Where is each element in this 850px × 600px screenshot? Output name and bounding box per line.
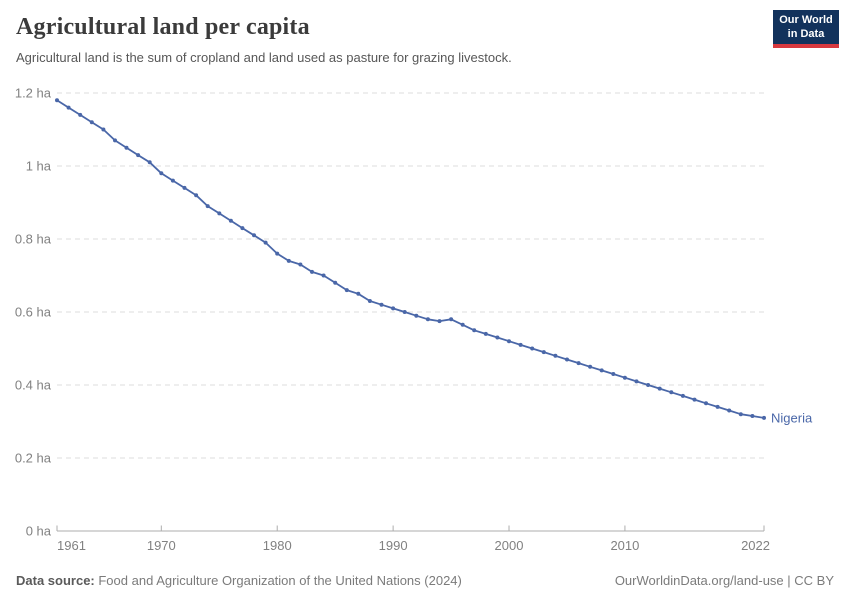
data-point <box>414 313 419 318</box>
data-point <box>425 317 430 322</box>
data-point <box>657 386 662 391</box>
y-tick-label: 1.2 ha <box>15 86 52 101</box>
data-point <box>727 408 732 413</box>
data-point <box>310 269 314 274</box>
data-point <box>286 258 291 263</box>
data-point <box>680 393 685 398</box>
y-axis-labels: 1.2 ha 1 ha 0.8 ha 0.6 ha 0.4 ha 0.2 ha 0 ha <box>15 86 52 539</box>
data-point <box>159 171 164 176</box>
data-point <box>541 350 546 355</box>
data-source-text: Food and Agriculture Organization of the… <box>94 573 462 588</box>
data-point <box>205 204 210 209</box>
chart-footer: Data source: Food and Agriculture Organi… <box>16 573 834 588</box>
data-point <box>495 335 500 340</box>
series-points <box>55 98 766 420</box>
data-point <box>252 233 256 238</box>
data-point <box>646 383 651 387</box>
data-point <box>738 412 743 417</box>
data-point <box>669 390 674 395</box>
data-point <box>89 120 94 125</box>
data-point <box>599 368 604 373</box>
page-title: Agricultural land per capita <box>16 14 310 40</box>
data-point <box>622 375 627 380</box>
data-point <box>182 185 187 190</box>
data-point <box>275 251 280 256</box>
y-tick-label: 0.4 ha <box>15 378 52 393</box>
data-point <box>692 397 697 402</box>
chart-subtitle: Agricultural land is the sum of cropland… <box>16 50 512 65</box>
data-point <box>194 193 199 198</box>
owid-logo[interactable]: Our World in Data <box>773 10 839 48</box>
y-tick-label: 1 ha <box>26 159 52 174</box>
data-point <box>78 112 83 117</box>
y-tick-label: 0.6 ha <box>15 305 52 320</box>
data-point <box>588 364 593 369</box>
x-axis <box>56 525 765 532</box>
data-point <box>379 302 384 307</box>
data-point <box>530 346 535 351</box>
data-point <box>147 160 152 165</box>
data-point <box>472 328 477 333</box>
data-point <box>66 105 71 110</box>
data-point <box>298 262 303 267</box>
data-point <box>437 319 442 324</box>
data-point <box>402 310 407 314</box>
data-point <box>367 299 372 303</box>
owid-link[interactable]: OurWorldinData.org/land-use <box>614 573 784 588</box>
data-point <box>55 98 59 103</box>
x-tick-label: 2010 <box>610 538 639 553</box>
data-point <box>170 178 175 183</box>
footer-right: OurWorldinData.org/land-use | CC BY <box>615 573 834 588</box>
data-point <box>124 145 129 150</box>
data-point <box>391 306 396 311</box>
data-point <box>356 291 361 296</box>
x-tick-label: 1970 <box>147 538 176 553</box>
x-tick-label: 2000 <box>495 538 524 553</box>
data-point <box>576 361 581 366</box>
data-point <box>263 240 268 245</box>
data-point <box>507 339 511 344</box>
series-end-label: Nigeria <box>771 410 813 425</box>
data-point <box>762 415 766 420</box>
data-point <box>750 414 755 418</box>
data-point <box>217 211 222 216</box>
data-point <box>228 218 233 223</box>
gridlines <box>57 92 764 459</box>
data-point <box>483 331 488 336</box>
x-axis-labels: 1961 1970 1980 1990 2000 2010 2022 <box>57 538 770 553</box>
data-point <box>321 273 326 278</box>
x-tick-label: 2022 <box>741 538 770 553</box>
data-point <box>565 357 569 362</box>
data-point <box>611 372 616 376</box>
data-point <box>518 342 523 347</box>
y-tick-label: 0 ha <box>26 524 52 539</box>
owid-logo-line1: Our World <box>779 13 833 26</box>
data-point <box>460 322 465 327</box>
x-tick-label: 1980 <box>263 538 292 553</box>
x-tick-label: 1990 <box>379 538 408 553</box>
data-point <box>449 317 454 322</box>
data-point <box>704 401 708 406</box>
data-point <box>113 138 117 143</box>
y-tick-label: 0.2 ha <box>15 451 52 466</box>
owid-logo-line2: in Data <box>787 28 825 40</box>
data-source-label: Data source: <box>16 573 95 588</box>
data-point <box>634 379 639 384</box>
data-point <box>240 226 245 231</box>
data-point <box>136 153 141 158</box>
license-text: | CC BY <box>783 573 834 588</box>
data-source: Data source: Food and Agriculture Organi… <box>16 573 462 588</box>
y-tick-label: 0.8 ha <box>15 232 52 247</box>
data-point <box>553 353 558 358</box>
data-point <box>101 127 106 132</box>
data-point <box>715 404 720 409</box>
x-tick-label: 1961 <box>57 538 86 553</box>
series-line <box>56 99 765 419</box>
data-point <box>344 288 349 293</box>
data-point <box>333 280 338 285</box>
